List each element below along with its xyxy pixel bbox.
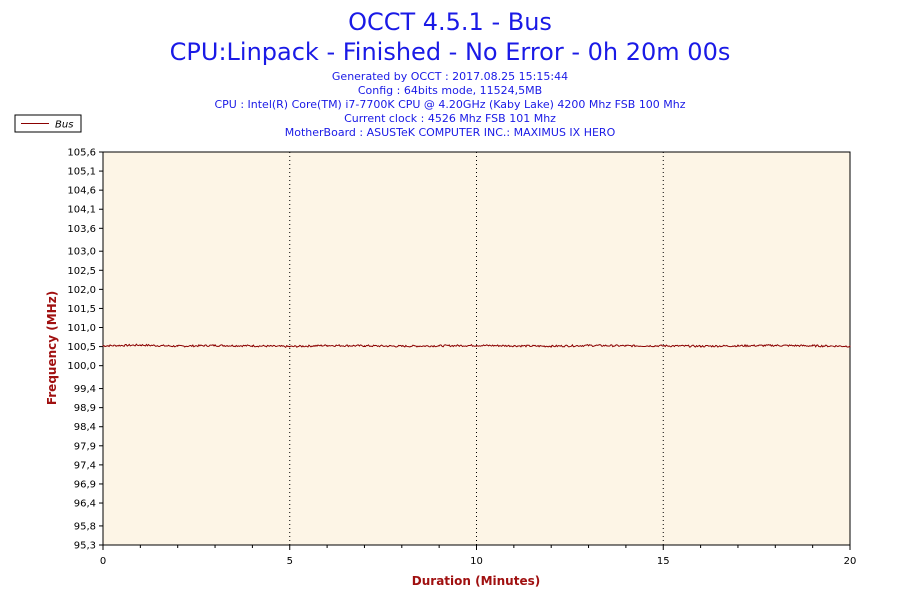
info-line: CPU : Intel(R) Core(TM) i7-7700K CPU @ 4… [214, 98, 685, 111]
y-axis-title: Frequency (MHz) [45, 291, 59, 405]
y-tick-label: 105,1 [67, 167, 96, 178]
y-tick-label: 97,4 [74, 460, 96, 471]
x-tick-label: 15 [657, 556, 670, 567]
info-line: Generated by OCCT : 2017.08.25 15:15:44 [332, 70, 568, 83]
data-point [774, 344, 776, 347]
x-axis-title: Duration (Minutes) [412, 574, 540, 588]
y-tick-label: 99,4 [74, 384, 96, 395]
y-tick-label: 102,5 [67, 266, 96, 277]
data-point [662, 345, 664, 347]
x-axis: 0 5 10 15 20 [100, 545, 857, 567]
y-tick-label: 104,6 [67, 186, 96, 197]
data-point [102, 345, 104, 347]
y-tick-label: 95,8 [74, 521, 96, 532]
data-point [475, 344, 478, 347]
y-tick-label: 102,0 [67, 285, 96, 296]
y-tick-label: 101,0 [67, 323, 96, 334]
data-point [550, 345, 552, 347]
info-line: Current clock : 4526 Mhz FSB 101 Mhz [344, 112, 556, 125]
y-tick-label: 97,9 [74, 441, 96, 452]
y-tick-label: 104,1 [67, 205, 96, 216]
y-tick-label: 100,0 [67, 361, 96, 372]
series-layer [102, 343, 851, 349]
data-point [849, 345, 851, 347]
chart-title: OCCT 4.5.1 - Bus [348, 8, 552, 36]
info-line: Config : 64bits mode, 11524,5MB [358, 84, 542, 97]
data-point [363, 345, 366, 347]
data-point [513, 345, 515, 347]
data-point [625, 345, 627, 347]
y-tick-label: 103,0 [67, 247, 96, 258]
legend-label-bus: Bus [55, 120, 73, 131]
y-axis: 95,3 95,8 96,4 96,9 97,4 97,9 98,4 98,9 99,4 100,… [67, 148, 103, 552]
data-point [700, 345, 702, 347]
data-point [214, 344, 216, 347]
data-point [401, 345, 403, 347]
x-tick-label: 0 [100, 556, 106, 567]
data-point [177, 345, 179, 347]
chart-subtitle: CPU:Linpack - Finished - No Error - 0h 2… [170, 38, 731, 66]
data-point [438, 345, 440, 347]
info-lines: Generated by OCCT : 2017.08.25 15:15:44C… [214, 70, 685, 139]
y-tick-label: 96,9 [74, 479, 96, 490]
data-point [737, 345, 739, 347]
data-point [812, 345, 814, 347]
data-point [289, 345, 291, 348]
x-tick-label: 5 [287, 556, 293, 567]
data-point [326, 344, 328, 347]
series-line-bus [102, 343, 851, 349]
data-point [139, 344, 141, 346]
y-tick-label: 101,5 [67, 304, 96, 315]
y-tick-label: 105,6 [67, 148, 96, 159]
y-tick-label: 100,5 [67, 342, 96, 353]
data-point [587, 344, 590, 347]
x-tick-label: 10 [470, 556, 483, 567]
y-tick-label: 95,3 [74, 541, 96, 552]
y-tick-label: 98,4 [74, 422, 96, 433]
legend: Bus [14, 114, 82, 133]
y-tick-label: 103,6 [67, 224, 96, 235]
info-line: MotherBoard : ASUSTeK COMPUTER INC.: MAX… [285, 126, 616, 139]
grid-lines [289, 152, 664, 545]
x-tick-label: 20 [844, 556, 857, 567]
data-point [251, 345, 253, 347]
y-tick-label: 96,4 [74, 499, 96, 510]
y-tick-label: 98,9 [74, 403, 96, 414]
